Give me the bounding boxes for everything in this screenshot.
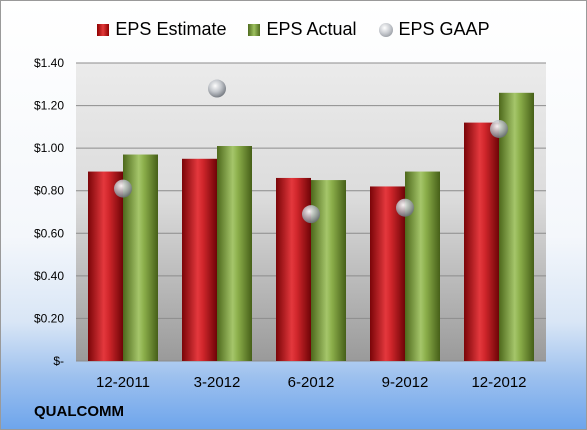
y-tick-label: $0.40 bbox=[34, 269, 64, 283]
legend-label-gaap: EPS GAAP bbox=[398, 19, 490, 39]
y-tick-label: $0.80 bbox=[34, 184, 64, 198]
legend: EPS Estimate EPS Actual EPS GAAP bbox=[1, 19, 586, 40]
legend-label-actual: EPS Actual bbox=[266, 19, 357, 39]
y-tick-label: $- bbox=[53, 354, 64, 368]
x-tick-label: 9-2012 bbox=[382, 374, 429, 391]
x-tick-label: 12-2011 bbox=[96, 374, 150, 391]
legend-item-gaap: EPS GAAP bbox=[378, 19, 490, 40]
bar-eps-estimate bbox=[182, 158, 217, 361]
point-eps-gaap bbox=[396, 198, 414, 217]
bar-eps-estimate bbox=[276, 177, 311, 361]
bar-eps-estimate bbox=[370, 186, 405, 361]
y-tick-label: $1.20 bbox=[34, 99, 64, 113]
bar-eps-estimate bbox=[88, 171, 123, 361]
actual-swatch-icon bbox=[248, 23, 261, 36]
point-eps-gaap bbox=[114, 179, 132, 198]
estimate-swatch-icon bbox=[97, 23, 110, 36]
y-tick-label: $0.60 bbox=[34, 226, 64, 240]
legend-item-estimate: EPS Estimate bbox=[97, 19, 226, 40]
legend-item-actual: EPS Actual bbox=[248, 19, 357, 40]
point-eps-gaap bbox=[302, 205, 320, 224]
y-tick-label: $1.40 bbox=[34, 56, 64, 70]
bar-eps-actual bbox=[405, 171, 440, 361]
bar-eps-actual bbox=[217, 146, 252, 361]
y-tick-label: $1.00 bbox=[34, 141, 64, 155]
x-tick-label: 3-2012 bbox=[194, 374, 241, 391]
bar-eps-estimate bbox=[464, 122, 499, 361]
x-tick-label: 6-2012 bbox=[288, 374, 335, 391]
legend-label-estimate: EPS Estimate bbox=[115, 19, 227, 39]
bar-eps-actual bbox=[499, 92, 534, 362]
gaap-swatch-icon bbox=[378, 22, 393, 37]
x-tick-label: 12-2012 bbox=[471, 374, 526, 391]
point-eps-gaap bbox=[208, 79, 226, 98]
point-eps-gaap bbox=[490, 119, 508, 138]
company-name: QUALCOMM bbox=[34, 403, 124, 420]
y-tick-label: $0.20 bbox=[34, 311, 64, 325]
